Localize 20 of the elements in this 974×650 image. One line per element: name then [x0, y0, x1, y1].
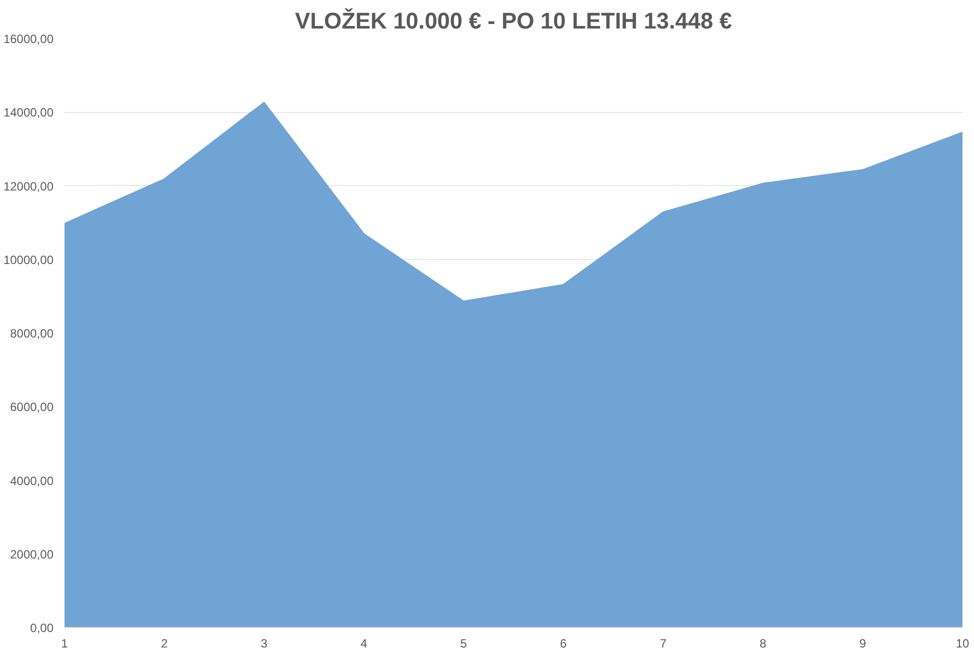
y-tick-label: 8000,00 [10, 326, 54, 340]
y-tick-label: 14000,00 [3, 106, 54, 120]
x-tick-label: 1 [61, 636, 68, 650]
y-tick-label: 0,00 [30, 621, 54, 635]
y-tick-label: 10000,00 [3, 252, 54, 267]
x-tick-label: 5 [460, 636, 468, 650]
y-tick-label: 4000,00 [10, 474, 54, 488]
y-tick-label: 12000,00 [3, 179, 54, 194]
x-tick-label: 2 [160, 636, 168, 650]
chart-title: VLOŽEK 10.000 € - PO 10 LETIH 13.448 € [295, 8, 732, 34]
x-tick-label: 9 [859, 636, 866, 650]
x-tick-label: 7 [660, 636, 667, 650]
y-tick-label: 2000,00 [10, 547, 54, 562]
x-tick-label: 6 [560, 636, 568, 650]
y-tick-label: 6000,00 [10, 400, 54, 414]
x-tick-label: 10 [956, 636, 970, 650]
x-tick-label: 8 [760, 636, 767, 650]
x-tick-label: 4 [360, 636, 368, 650]
x-tick-label: 3 [260, 636, 268, 650]
y-tick-label: 16000,00 [3, 32, 54, 46]
